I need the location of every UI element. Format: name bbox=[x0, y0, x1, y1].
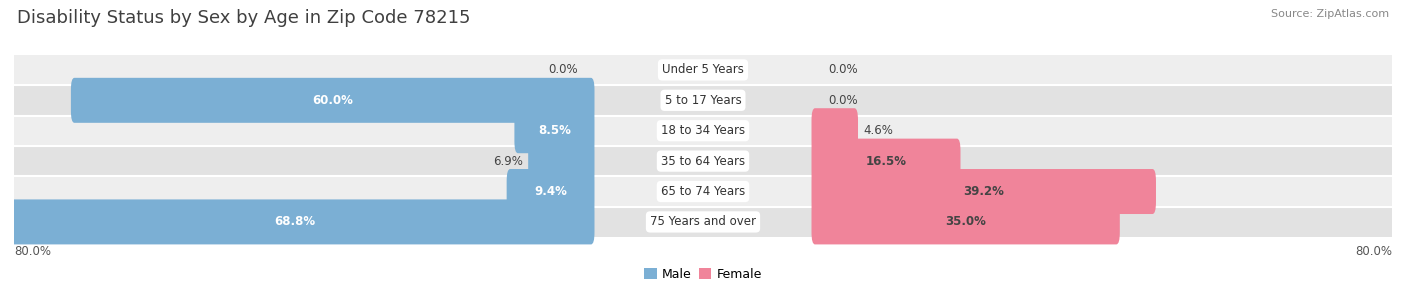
Text: Source: ZipAtlas.com: Source: ZipAtlas.com bbox=[1271, 9, 1389, 19]
Text: 75 Years and over: 75 Years and over bbox=[650, 216, 756, 228]
Text: 0.0%: 0.0% bbox=[828, 64, 858, 76]
Text: 8.5%: 8.5% bbox=[538, 124, 571, 137]
Text: 0.0%: 0.0% bbox=[548, 64, 578, 76]
Text: 16.5%: 16.5% bbox=[866, 155, 907, 168]
FancyBboxPatch shape bbox=[811, 139, 960, 184]
Text: 9.4%: 9.4% bbox=[534, 185, 567, 198]
Text: Under 5 Years: Under 5 Years bbox=[662, 64, 744, 76]
Bar bbox=[14, 85, 1392, 116]
Text: 39.2%: 39.2% bbox=[963, 185, 1004, 198]
FancyBboxPatch shape bbox=[529, 139, 595, 184]
Bar bbox=[14, 146, 1392, 176]
Text: 80.0%: 80.0% bbox=[14, 245, 51, 258]
Bar bbox=[14, 176, 1392, 207]
FancyBboxPatch shape bbox=[506, 169, 595, 214]
Text: 6.9%: 6.9% bbox=[494, 155, 523, 168]
Text: 60.0%: 60.0% bbox=[312, 94, 353, 107]
Text: 65 to 74 Years: 65 to 74 Years bbox=[661, 185, 745, 198]
FancyBboxPatch shape bbox=[811, 169, 1156, 214]
FancyBboxPatch shape bbox=[70, 78, 595, 123]
Legend: Male, Female: Male, Female bbox=[640, 263, 766, 286]
Text: 0.0%: 0.0% bbox=[828, 94, 858, 107]
FancyBboxPatch shape bbox=[515, 108, 595, 153]
Bar bbox=[14, 207, 1392, 237]
Text: 18 to 34 Years: 18 to 34 Years bbox=[661, 124, 745, 137]
Text: 5 to 17 Years: 5 to 17 Years bbox=[665, 94, 741, 107]
FancyBboxPatch shape bbox=[0, 199, 595, 244]
Text: 4.6%: 4.6% bbox=[863, 124, 893, 137]
Text: 35 to 64 Years: 35 to 64 Years bbox=[661, 155, 745, 168]
Text: Disability Status by Sex by Age in Zip Code 78215: Disability Status by Sex by Age in Zip C… bbox=[17, 9, 471, 27]
FancyBboxPatch shape bbox=[811, 199, 1119, 244]
Text: 35.0%: 35.0% bbox=[945, 216, 986, 228]
Text: 68.8%: 68.8% bbox=[274, 216, 315, 228]
Text: 80.0%: 80.0% bbox=[1355, 245, 1392, 258]
Bar bbox=[14, 55, 1392, 85]
FancyBboxPatch shape bbox=[811, 108, 858, 153]
Bar bbox=[14, 116, 1392, 146]
